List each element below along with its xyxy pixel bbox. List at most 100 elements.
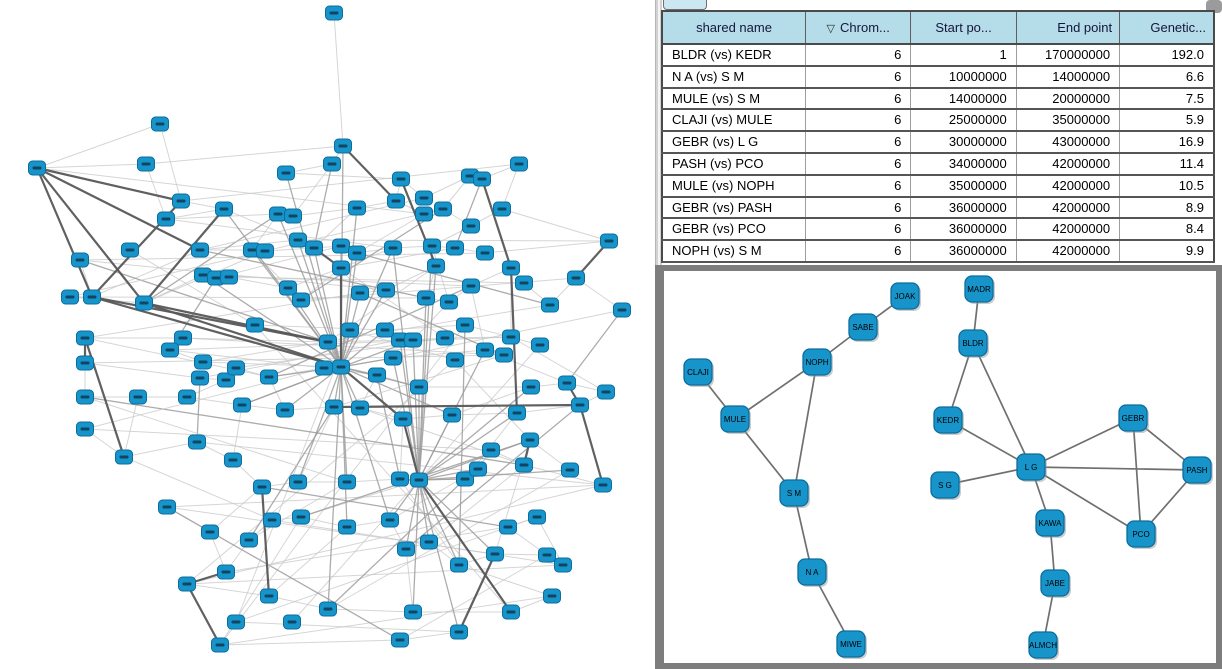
overview-node[interactable] <box>473 171 491 187</box>
overview-node[interactable] <box>436 330 454 346</box>
overview-node[interactable] <box>482 442 500 458</box>
overview-node[interactable] <box>554 557 572 573</box>
column-header-genetic[interactable]: Genetic... <box>1119 11 1214 45</box>
overview-node[interactable] <box>397 541 415 557</box>
node-noph[interactable]: NOPH <box>802 348 833 377</box>
overview-node[interactable] <box>384 350 402 366</box>
overview-node[interactable] <box>178 576 196 592</box>
overview-node[interactable] <box>269 206 287 222</box>
overview-node[interactable] <box>194 354 212 370</box>
overview-node[interactable] <box>289 474 307 490</box>
node-gebr[interactable]: GEBR <box>1118 404 1149 433</box>
overview-node[interactable] <box>502 604 520 620</box>
overview-node[interactable] <box>377 282 395 298</box>
overview-node[interactable] <box>215 201 233 217</box>
overview-node[interactable] <box>292 292 310 308</box>
overview-node[interactable] <box>332 238 350 254</box>
overview-node[interactable] <box>351 400 369 416</box>
node-s-m[interactable]: S M <box>779 479 810 508</box>
overview-node[interactable] <box>253 479 271 495</box>
overview-node[interactable] <box>476 342 494 358</box>
overview-node[interactable] <box>528 509 546 525</box>
overview-node[interactable] <box>263 512 281 528</box>
edge-noph-s-m[interactable] <box>793 361 818 494</box>
overview-node[interactable] <box>174 330 192 346</box>
overview-node[interactable] <box>121 242 139 258</box>
overview-node[interactable] <box>305 240 323 256</box>
overview-node[interactable] <box>76 421 94 437</box>
overview-node[interactable] <box>338 519 356 535</box>
overview-node[interactable] <box>211 637 229 653</box>
overview-node[interactable] <box>499 519 517 535</box>
overview-node[interactable] <box>351 285 369 301</box>
overview-node[interactable] <box>538 547 556 563</box>
overview-node[interactable] <box>415 190 433 206</box>
overview-node[interactable] <box>456 471 474 487</box>
overview-node[interactable] <box>415 206 433 222</box>
overview-node[interactable] <box>543 588 561 604</box>
overview-node[interactable] <box>151 116 169 132</box>
overview-node[interactable] <box>427 258 445 274</box>
panel-splitter[interactable] <box>655 0 662 266</box>
overview-node[interactable] <box>521 432 539 448</box>
overview-node[interactable] <box>201 524 219 540</box>
overview-node[interactable] <box>394 411 412 427</box>
node-miwe[interactable]: MIWE <box>836 630 867 659</box>
overview-node[interactable] <box>292 509 310 525</box>
overview-node[interactable] <box>260 369 278 385</box>
overview-node[interactable] <box>558 375 576 391</box>
overview-node[interactable] <box>338 474 356 490</box>
node-kedr[interactable]: KEDR <box>933 406 964 435</box>
edge-bldr-l-g[interactable] <box>972 342 1032 468</box>
overview-node[interactable] <box>220 269 238 285</box>
node-pash[interactable]: PASH <box>1182 456 1213 485</box>
overview-node[interactable] <box>276 402 294 418</box>
table-row[interactable]: GEBR (vs) PASH 6 36000000 42000000 8.9 <box>662 196 1214 220</box>
node-n-a[interactable]: N A <box>797 558 828 587</box>
overview-node[interactable] <box>227 360 245 376</box>
overview-node[interactable] <box>76 389 94 405</box>
overview-node[interactable] <box>502 329 520 345</box>
node-s-g[interactable]: S G <box>930 471 961 500</box>
overview-node[interactable] <box>240 532 258 548</box>
overview-node[interactable] <box>508 405 526 421</box>
overview-node[interactable] <box>410 472 428 488</box>
overview-node[interactable] <box>256 243 274 259</box>
column-header-chrom[interactable]: ▽ Chrom... <box>805 11 912 45</box>
overview-node[interactable] <box>217 564 235 580</box>
overview-node[interactable] <box>279 280 297 296</box>
overview-node[interactable] <box>522 379 540 395</box>
overview-node[interactable] <box>233 397 251 413</box>
overview-node[interactable] <box>178 389 196 405</box>
node-jabe[interactable]: JABE <box>1040 569 1071 598</box>
overview-network-canvas[interactable] <box>0 0 655 669</box>
overview-node[interactable] <box>319 601 337 617</box>
overview-node[interactable] <box>440 294 458 310</box>
node-l-g[interactable]: L G <box>1016 453 1047 482</box>
overview-node[interactable] <box>381 512 399 528</box>
overview-node[interactable] <box>217 372 235 388</box>
node-pco[interactable]: PCO <box>1126 520 1157 549</box>
overview-node[interactable] <box>368 367 386 383</box>
overview-node[interactable] <box>384 240 402 256</box>
table-tab[interactable] <box>663 0 707 10</box>
overview-node[interactable] <box>391 471 409 487</box>
overview-node[interactable] <box>392 171 410 187</box>
overview-node[interactable] <box>341 322 359 338</box>
overview-node[interactable] <box>115 449 133 465</box>
overview-node[interactable] <box>387 193 405 209</box>
column-header-shared-name[interactable]: shared name <box>662 11 807 45</box>
overview-node[interactable] <box>332 260 350 276</box>
overview-node[interactable] <box>172 193 190 209</box>
overview-node[interactable] <box>137 156 155 172</box>
overview-node[interactable] <box>332 359 350 375</box>
overview-node[interactable] <box>510 156 528 172</box>
node-joak[interactable]: JOAK <box>890 282 921 311</box>
overview-node[interactable] <box>423 238 441 254</box>
table-row[interactable]: NOPH (vs) S M 6 36000000 42000000 9.9 <box>662 240 1214 263</box>
overview-node[interactable] <box>515 457 533 473</box>
overview-node[interactable] <box>493 201 511 217</box>
overview-node[interactable] <box>600 233 618 249</box>
overview-node[interactable] <box>289 232 307 248</box>
overview-node[interactable] <box>495 347 513 363</box>
